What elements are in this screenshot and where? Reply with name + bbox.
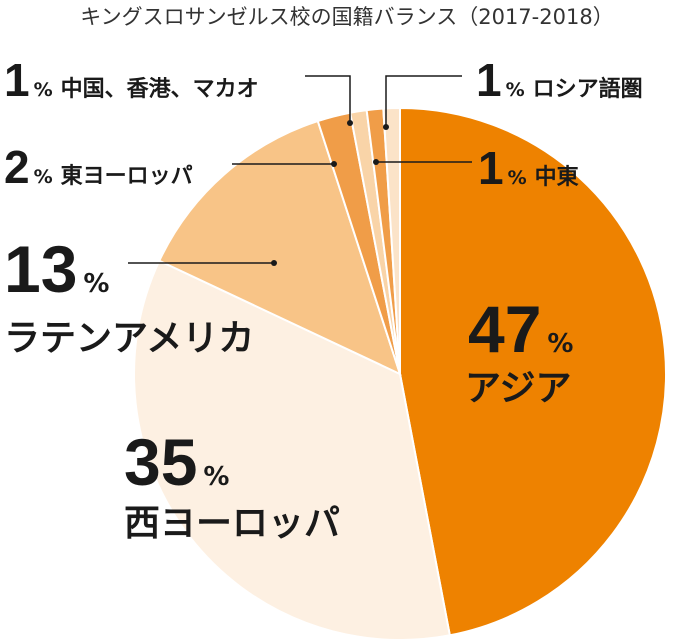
pie-slices (133, 106, 667, 639)
data-label-russia: 1% ロシア語圏 (476, 54, 643, 106)
leader-dot-middle-east (373, 159, 379, 165)
data-label-middle-east: 1% 中東 (478, 142, 579, 194)
data-label-asia-name: アジア (465, 368, 572, 409)
data-label-west-europe-value: 35% (124, 425, 229, 499)
pie-slice-2 (157, 119, 402, 376)
leader-line-russia (385, 75, 462, 127)
leader-dot-russia (383, 124, 389, 130)
chart-title: キングスロサンゼルス校の国籍バランス（2017-2018） (80, 5, 613, 29)
data-label-china: 1% 中国、香港、マカオ (4, 54, 259, 106)
leader-line-china (305, 75, 351, 123)
data-label-east-europe: 2% 東ヨーロッパ (4, 141, 193, 193)
data-label-latin-america-value: 13% (4, 232, 109, 306)
leader-dot-china (347, 120, 353, 126)
pie-slice-1 (133, 259, 452, 639)
pie-slice-6 (382, 106, 401, 375)
pie-slice-0 (399, 106, 667, 637)
leader-dot-east-europe (331, 161, 337, 167)
data-label-west-europe-name: 西ヨーロッパ (124, 503, 340, 544)
leader-dot-latin-america (271, 260, 277, 266)
data-label-asia-value: 47% (468, 292, 573, 366)
data-label-latin-america-name: ラテンアメリカ (4, 318, 254, 359)
